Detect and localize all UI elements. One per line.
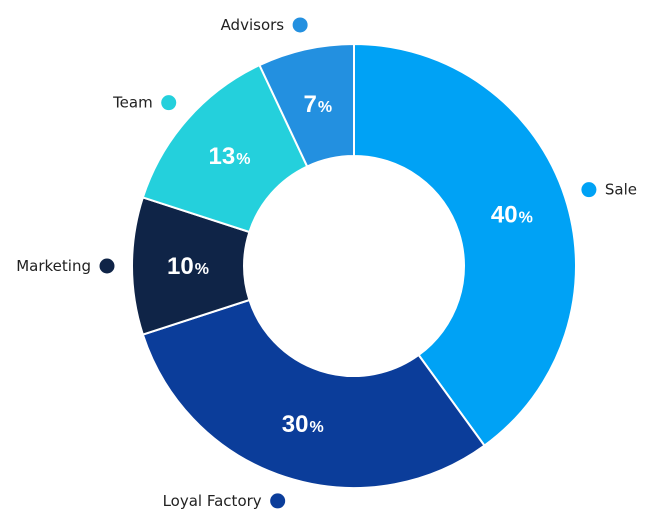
legend-label-marketing: Marketing [16,257,91,275]
percent-label-team: 13% [209,143,251,170]
legend-label-team: Team [112,94,153,112]
legend-marker-advisors [292,17,308,33]
legend-marker-sale [581,182,597,198]
legend-label-sale: Sale [605,181,637,199]
legend-entry-sale: Sale [581,181,637,199]
legend-entry-team: Team [112,94,177,112]
legend-entry-loyal-factory: Loyal Factory [163,492,286,510]
slices-group [130,42,577,489]
legend-marker-marketing [99,258,115,274]
legend-label-advisors: Advisors [221,16,285,34]
legend-entry-advisors: Advisors [221,16,308,34]
slice-advisors [258,42,355,168]
percent-label-sale: 40% [491,202,533,229]
slice-sale [353,42,577,447]
percent-label-marketing: 10% [167,253,209,280]
legend-label-loyal-factory: Loyal Factory [163,492,262,510]
percent-label-loyal-factory: 30% [282,411,324,438]
percent-labels-group: 40% 30% 10% 13% 7% [167,91,533,438]
slice-loyal-factory [141,298,486,489]
legend-entry-marketing: Marketing [16,257,115,275]
legend-group: Sale Loyal Factory Marketing Team Advisors [16,16,637,510]
legend-marker-team [161,95,177,111]
legend-marker-loyal-factory [270,493,286,509]
percent-label-advisors: 7% [303,91,332,118]
